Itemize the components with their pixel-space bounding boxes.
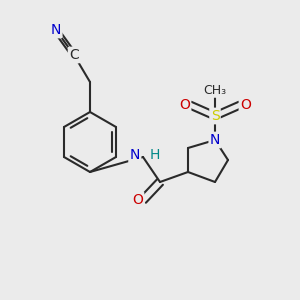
Text: O: O xyxy=(240,98,251,112)
Text: O: O xyxy=(132,193,143,207)
Text: O: O xyxy=(179,98,190,112)
Text: S: S xyxy=(211,109,219,123)
Text: CH₃: CH₃ xyxy=(203,83,226,97)
Text: C: C xyxy=(69,48,79,62)
Text: N: N xyxy=(210,133,220,147)
Text: N: N xyxy=(51,23,61,37)
Text: N: N xyxy=(130,148,140,162)
Text: H: H xyxy=(150,148,160,162)
